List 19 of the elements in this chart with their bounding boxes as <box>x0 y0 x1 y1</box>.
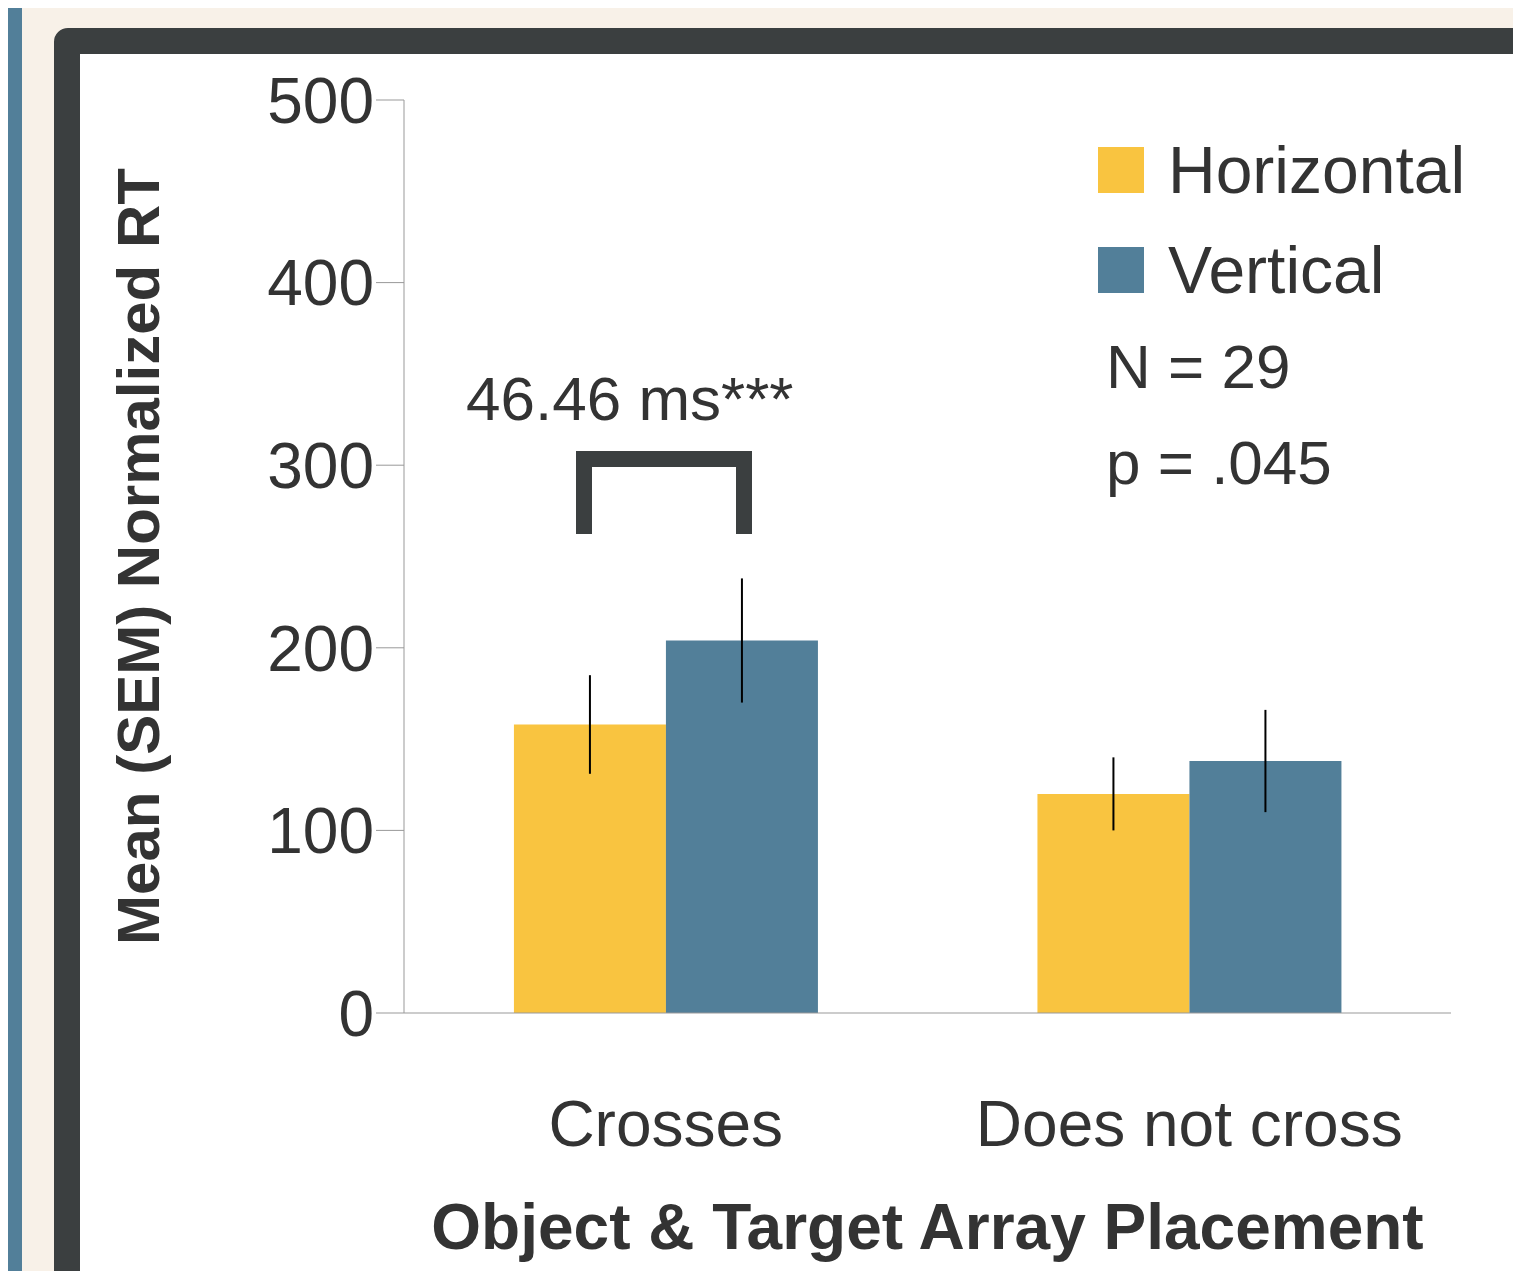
y-tick-label: 100 <box>267 795 374 868</box>
x-tick-label: Does not cross <box>975 1088 1403 1161</box>
annotation: 46.46 ms*** <box>466 364 794 433</box>
legend-label: Horizontal <box>1168 132 1466 208</box>
y-tick-label: 0 <box>338 977 374 1050</box>
y-axis-title: Mean (SEM) Normalized RT <box>105 168 173 945</box>
bar <box>1037 793 1190 1013</box>
bar <box>665 640 818 1013</box>
bar <box>1189 761 1342 1013</box>
bar <box>513 724 666 1013</box>
y-tick-label: 300 <box>267 429 374 502</box>
x-tick-label: Crosses <box>548 1088 784 1161</box>
y-tick-label: 500 <box>267 64 374 137</box>
y-tick-label: 200 <box>267 612 374 685</box>
annotation: N = 29 <box>1106 332 1291 401</box>
y-tick-label: 400 <box>267 247 374 320</box>
legend-label: Vertical <box>1168 232 1385 308</box>
x-axis-title: Object & Target Array Placement <box>431 1191 1424 1263</box>
annotation: p = .045 <box>1106 428 1332 497</box>
